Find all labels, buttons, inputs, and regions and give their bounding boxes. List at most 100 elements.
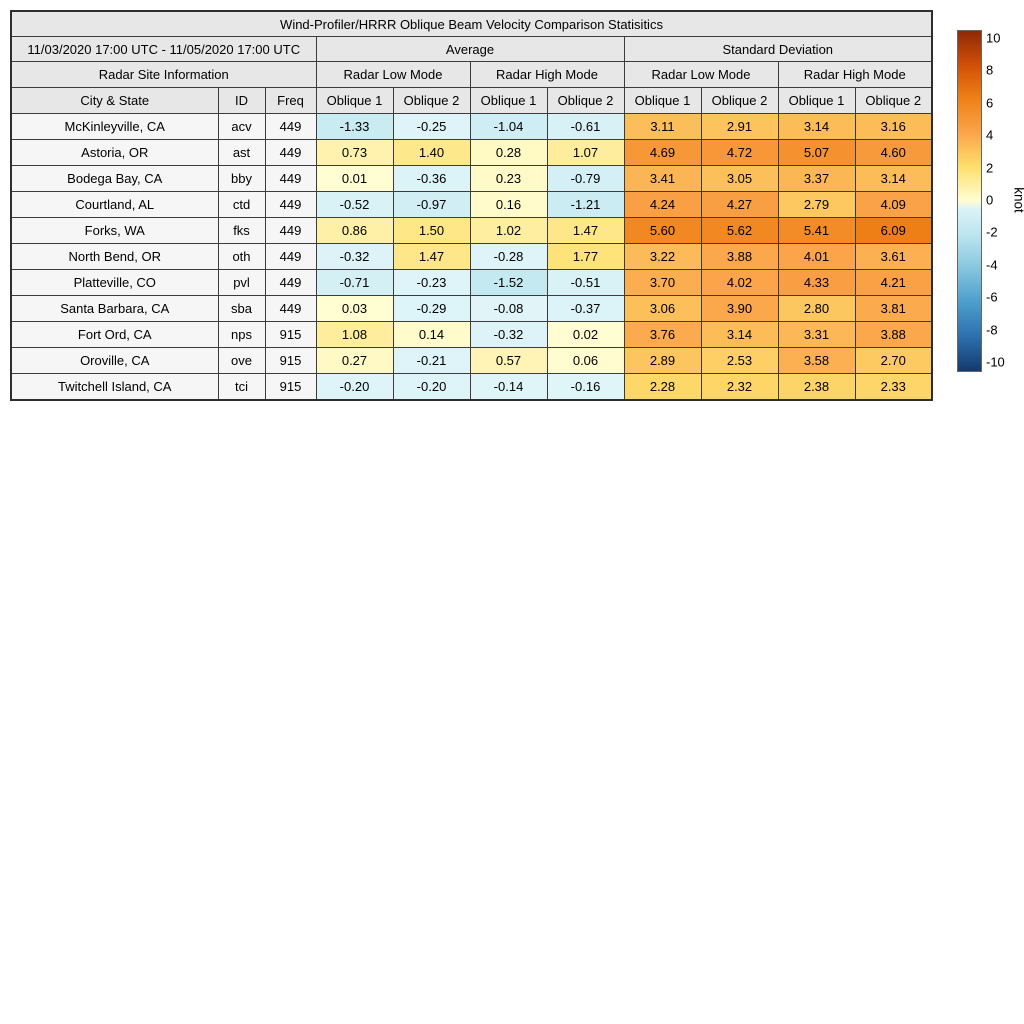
value-cell: 3.88 [700, 243, 779, 270]
value-cell: 3.70 [623, 269, 702, 296]
freq-cell: 449 [264, 139, 317, 166]
table-row: Courtland, AL ctd 449 -0.52 -0.97 0.16 -1.21 4.… [10, 191, 933, 218]
value-cell: 3.22 [623, 243, 702, 270]
stats-table: Wind-Profiler/HRRR Oblique Beam Velocity… [10, 10, 933, 401]
table-row: North Bend, OR oth 449 -0.32 1.47 -0.28 1.77 3.… [10, 243, 933, 270]
colorbar-tick-label: -4 [986, 257, 998, 273]
date-range: 11/03/2020 17:00 UTC - 11/05/2020 17:00 … [10, 36, 317, 62]
value-cell: 0.02 [546, 321, 625, 348]
id-header: ID [217, 87, 266, 114]
site-id-cell: sba [217, 295, 266, 322]
colorbar-tick-label: 0 [986, 192, 994, 208]
freq-cell: 449 [264, 269, 317, 296]
title-row: Wind-Profiler/HRRR Oblique Beam Velocity… [10, 10, 933, 37]
value-cell: -1.04 [469, 113, 548, 140]
oblique2-header: Oblique 2 [700, 87, 779, 114]
value-cell: 3.61 [854, 243, 933, 270]
table-row: Santa Barbara, CA sba 449 0.03 -0.29 -0.08 -0.… [10, 295, 933, 322]
freq-cell: 449 [264, 113, 317, 140]
table-body: McKinleyville, CA acv 449 -1.33 -0.25 -1.04 -0… [10, 113, 933, 401]
table-row: Oroville, CA ove 915 0.27 -0.21 0.57 0.06 2.89 2… [10, 347, 933, 374]
city-cell: Platteville, CO [10, 269, 219, 296]
table-row: Twitchell Island, CA tci 915 -0.20 -0.20 -0.1… [10, 373, 933, 401]
value-cell: 0.73 [315, 139, 394, 166]
oblique2-header: Oblique 2 [854, 87, 933, 114]
site-id-cell: oth [217, 243, 266, 270]
value-cell: 3.37 [777, 165, 856, 192]
value-cell: 2.91 [700, 113, 779, 140]
site-id-cell: bby [217, 165, 266, 192]
oblique1-header: Oblique 1 [623, 87, 702, 114]
value-cell: 5.41 [777, 217, 856, 244]
value-cell: -0.14 [469, 373, 548, 401]
freq-cell: 449 [264, 191, 317, 218]
table-row: Fort Ord, CA nps 915 1.08 0.14 -0.32 0.02 3.76 3… [10, 321, 933, 348]
city-cell: McKinleyville, CA [10, 113, 219, 140]
freq-cell: 449 [264, 295, 317, 322]
colorbar-tick-label: -2 [986, 224, 998, 240]
oblique2-header: Oblique 2 [392, 87, 471, 114]
value-cell: -1.21 [546, 191, 625, 218]
site-id-cell: tci [217, 373, 266, 401]
colorbar-tick-label: 2 [986, 160, 994, 176]
value-cell: 2.80 [777, 295, 856, 322]
colorbar-tick-label: -6 [986, 289, 998, 305]
table-row: Forks, WA fks 449 0.86 1.50 1.02 1.47 5.60 5.62 5… [10, 217, 933, 244]
value-cell: 1.47 [546, 217, 625, 244]
std-high-mode-header: Radar High Mode [777, 61, 933, 88]
value-cell: 3.31 [777, 321, 856, 348]
site-info-header: Radar Site Information [10, 61, 317, 88]
site-id-cell: ove [217, 347, 266, 374]
table-row: Platteville, CO pvl 449 -0.71 -0.23 -1.52 -0.5… [10, 269, 933, 296]
table-row: McKinleyville, CA acv 449 -1.33 -0.25 -1.04 -0… [10, 113, 933, 140]
value-cell: -0.32 [315, 243, 394, 270]
freq-cell: 449 [264, 165, 317, 192]
site-id-cell: acv [217, 113, 266, 140]
site-id-cell: ctd [217, 191, 266, 218]
value-cell: -0.61 [546, 113, 625, 140]
value-cell: -0.36 [392, 165, 471, 192]
group-std-header: Standard Deviation [623, 36, 933, 62]
value-cell: 0.01 [315, 165, 394, 192]
city-cell: Forks, WA [10, 217, 219, 244]
value-cell: 2.38 [777, 373, 856, 401]
value-cell: 1.47 [392, 243, 471, 270]
value-cell: 2.33 [854, 373, 933, 401]
value-cell: -0.37 [546, 295, 625, 322]
value-cell: 5.60 [623, 217, 702, 244]
value-cell: 3.88 [854, 321, 933, 348]
city-cell: Oroville, CA [10, 347, 219, 374]
value-cell: 4.27 [700, 191, 779, 218]
value-cell: 4.24 [623, 191, 702, 218]
colorbar-tick-label: -10 [986, 354, 1005, 370]
value-cell: 6.09 [854, 217, 933, 244]
colorbar-gradient [957, 30, 982, 372]
group-average-header: Average [315, 36, 625, 62]
freq-cell: 449 [264, 243, 317, 270]
city-cell: Twitchell Island, CA [10, 373, 219, 401]
value-cell: -0.32 [469, 321, 548, 348]
freq-header: Freq [264, 87, 317, 114]
value-cell: 4.09 [854, 191, 933, 218]
site-id-cell: ast [217, 139, 266, 166]
value-cell: -1.52 [469, 269, 548, 296]
value-cell: 2.32 [700, 373, 779, 401]
value-cell: 2.89 [623, 347, 702, 374]
city-cell: North Bend, OR [10, 243, 219, 270]
chart-title: Wind-Profiler/HRRR Oblique Beam Velocity… [10, 10, 933, 37]
value-cell: 3.11 [623, 113, 702, 140]
value-cell: 4.69 [623, 139, 702, 166]
value-cell: 2.53 [700, 347, 779, 374]
value-cell: -0.20 [392, 373, 471, 401]
value-cell: 1.77 [546, 243, 625, 270]
value-cell: 1.07 [546, 139, 625, 166]
colorbar-tick-label: 8 [986, 62, 994, 78]
value-cell: 4.01 [777, 243, 856, 270]
value-cell: 0.86 [315, 217, 394, 244]
value-cell: -0.52 [315, 191, 394, 218]
city-cell: Fort Ord, CA [10, 321, 219, 348]
value-cell: 0.06 [546, 347, 625, 374]
value-cell: 2.79 [777, 191, 856, 218]
site-id-cell: pvl [217, 269, 266, 296]
value-cell: 0.14 [392, 321, 471, 348]
